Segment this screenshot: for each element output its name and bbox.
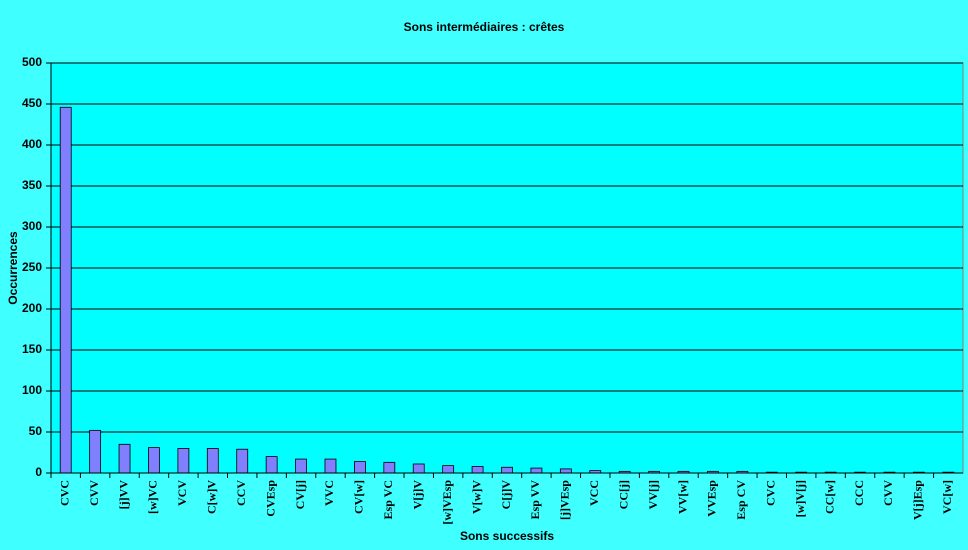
x-tick-label: CC[j] [616, 480, 630, 509]
x-tick-label: CVV [881, 480, 895, 506]
x-tick-label: CCV [234, 480, 248, 506]
bar [265, 456, 278, 474]
bar [383, 461, 396, 474]
bar [89, 429, 102, 474]
y-axis-title: Occurrences [6, 231, 20, 305]
bar [177, 447, 190, 474]
y-tick-label: 0 [35, 465, 42, 479]
x-tick-label: [j]VV [116, 480, 130, 510]
bar [118, 443, 131, 474]
x-tick-label: V[j]V [410, 480, 424, 510]
x-axis-title: Sons successifs [460, 529, 554, 543]
bar [354, 461, 366, 474]
x-tick-label: Esp VC [381, 480, 395, 519]
bar [559, 468, 572, 474]
bar [442, 465, 455, 474]
x-tick-label: CCC [852, 480, 866, 506]
x-tick-label: C[j]V [499, 480, 513, 510]
x-tick-label: VCC [587, 480, 601, 506]
x-tick-label: VCV [175, 480, 189, 506]
x-tick-label: V[w]V [469, 480, 483, 514]
bar [471, 466, 484, 474]
x-tick-label: [w]VC [146, 480, 160, 514]
x-tick-label: [j]VEsp [558, 480, 572, 520]
y-tick-label: 450 [22, 96, 42, 110]
x-tick-label: CVEsp [263, 480, 277, 517]
bar [501, 466, 513, 474]
bar [206, 447, 219, 474]
bar [59, 106, 72, 474]
y-tick-label: 350 [22, 178, 42, 192]
x-tick-label: Esp CV [734, 480, 748, 520]
y-tick-label: 150 [22, 342, 42, 356]
x-tick-label: VV[w] [675, 480, 689, 514]
y-tick-label: 200 [22, 301, 42, 315]
y-tick-label: 50 [29, 424, 43, 438]
x-tick-label: CVC [764, 480, 778, 506]
x-tick-label: CC[w] [822, 480, 836, 514]
x-tick-label: VVEsp [705, 480, 719, 517]
x-tick-label: [w]V[j] [793, 480, 807, 517]
x-tick-label: VVC [322, 480, 336, 506]
y-tick-label: 250 [22, 260, 42, 274]
bar [148, 447, 160, 474]
bar [324, 458, 337, 474]
x-tick-label: CVV [87, 480, 101, 506]
x-tick-label: CVC [57, 480, 71, 506]
bar [295, 458, 307, 474]
bar [236, 448, 249, 474]
x-tick-label: CV[w] [352, 480, 366, 514]
x-tick-label: VV[j] [646, 480, 660, 509]
bar [412, 463, 425, 474]
y-tick-label: 100 [22, 383, 42, 397]
x-tick-label: CV[j] [293, 480, 307, 509]
y-tick-label: 500 [22, 55, 42, 69]
x-tick-label: C[w]V [205, 480, 219, 514]
x-tick-label: [w]VEsp [440, 480, 454, 525]
y-tick-label: 400 [22, 137, 42, 151]
x-tick-label: VC[w] [940, 480, 954, 514]
x-tick-label: Esp VV [528, 480, 542, 520]
bar [530, 467, 543, 474]
x-tick-label: V[j]Esp [911, 480, 925, 520]
y-tick-label: 300 [22, 219, 42, 233]
chart-title: Sons intermédiaires : crêtes [404, 20, 565, 34]
